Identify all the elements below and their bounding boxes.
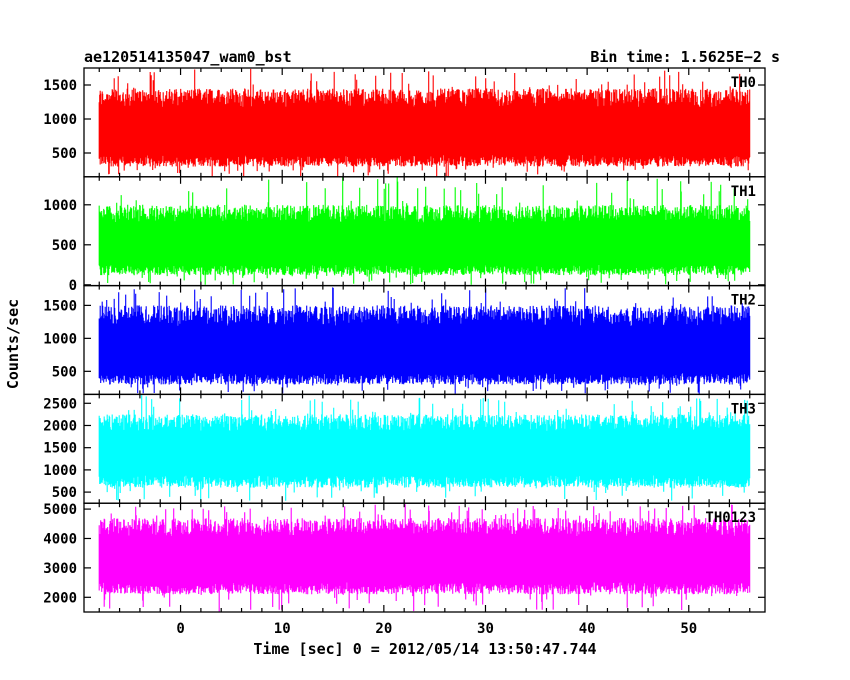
- y-tick-label: 500: [52, 364, 77, 380]
- series-th1: [98, 177, 751, 285]
- y-tick-label: 3000: [43, 561, 77, 577]
- y-tick-label: 2500: [43, 396, 77, 412]
- y-tick-label: 500: [52, 146, 77, 162]
- series-th3: [98, 395, 751, 501]
- panel-th0: 500 1000 1500 TH0: [43, 67, 766, 178]
- x-tick-label: 0: [176, 621, 184, 637]
- x-tick-label: 50: [680, 621, 697, 637]
- series-th2: [98, 287, 751, 395]
- y-tick-label: 4000: [43, 531, 77, 547]
- x-tick-label: 10: [274, 621, 291, 637]
- x-tick-label: 40: [579, 621, 596, 637]
- panel-th1: 0 500 1000 TH1: [43, 176, 766, 294]
- y-tick-label: 0: [69, 278, 77, 294]
- chart-title: ae120514135047_wam0_bst: [84, 48, 292, 66]
- y-tick-label: 1000: [43, 331, 77, 347]
- panel-label: TH0: [731, 75, 756, 91]
- y-tick-label: 1000: [43, 112, 77, 128]
- y-tick-label: 1500: [43, 298, 77, 314]
- panel-label: TH1: [731, 184, 756, 200]
- y-tick-label: 2000: [43, 418, 77, 434]
- panel-th0123: 2000 3000 4000 5000 TH0123: [43, 502, 766, 613]
- series-th0123: [98, 504, 751, 612]
- x-tick-label: 20: [375, 621, 392, 637]
- panel-th2: 500 1000 1500 TH2: [43, 284, 766, 396]
- y-tick-label: 500: [52, 238, 77, 254]
- panel-th3: 500 1000 1500 2000 2500 TH3: [43, 393, 766, 504]
- series-th0: [98, 68, 751, 177]
- y-axis-label: Counts/sec: [4, 299, 22, 389]
- y-tick-label: 2000: [43, 590, 77, 606]
- x-axis: 0 10 20 30 40 50: [176, 621, 697, 637]
- x-tick-label: 30: [477, 621, 494, 637]
- y-tick-label: 1500: [43, 78, 77, 94]
- y-tick-label: 5000: [43, 502, 77, 518]
- y-tick-label: 1500: [43, 441, 77, 457]
- x-axis-label: Time [sec] 0 = 2012/05/14 13:50:47.744: [253, 640, 596, 658]
- y-tick-label: 500: [52, 485, 77, 501]
- y-tick-label: 1000: [43, 463, 77, 479]
- bin-time-label: Bin time: 1.5625E−2 s: [590, 48, 780, 66]
- y-tick-label: 1000: [43, 198, 77, 214]
- panel-label: TH3: [731, 401, 756, 417]
- panel-label: TH0123: [705, 510, 756, 526]
- panel-label: TH2: [731, 293, 756, 309]
